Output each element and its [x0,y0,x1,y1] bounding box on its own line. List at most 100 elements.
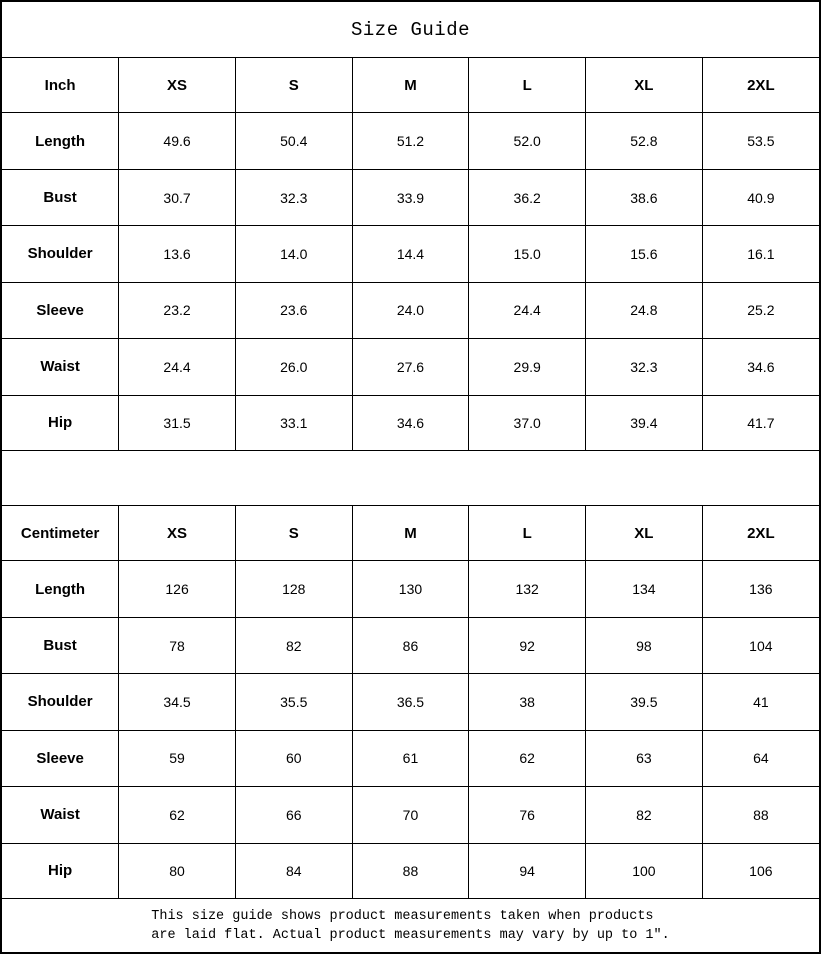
measurement-cell: 30.7 [118,168,236,227]
measurement-cell: 126 [118,560,236,618]
measurement-cell: 24.0 [351,281,470,340]
size-header-row: Inch XS S M L XL 2XL [2,57,819,114]
measurement-cell: 100 [585,842,703,899]
measurement-cell: 84 [234,842,353,899]
measurement-cell: 136 [701,560,819,618]
measurement-row: Waist 24.4 26.0 27.6 29.9 32.3 34.6 [2,338,819,396]
measurement-cell: 39.5 [585,673,703,731]
measurement-row: Hip 31.5 33.1 34.6 37.0 39.4 41.7 [2,394,819,451]
row-label-cell: Shoulder [2,225,120,283]
measurement-cell: 32.3 [585,338,703,396]
measurement-cell: 37.0 [468,394,587,451]
measurement-cell: 33.1 [234,394,353,451]
row-label-cell: Bust [2,616,120,675]
measurement-cell: 134 [585,560,703,618]
measurement-cell: 62 [468,729,587,788]
size-table-inch: Inch XS S M L XL 2XL Length 49.6 50.4 51.2 52.0 52.8… [2,57,819,451]
row-label-cell: Waist [2,786,120,844]
row-label-cell: Shoulder [2,673,120,731]
size-header-row: Centimeter XS S M L XL 2XL [2,505,819,562]
measurement-cell: 78 [118,616,236,675]
size-header-cell: S [234,505,353,562]
measurement-cell: 41.7 [701,394,819,451]
measurement-cell: 38.6 [585,168,703,227]
measurement-cell: 35.5 [234,673,353,731]
measurement-cell: 51.2 [351,112,470,170]
measurement-cell: 24.8 [585,281,703,340]
measurement-cell: 82 [234,616,353,675]
measurement-cell: 31.5 [118,394,236,451]
measurement-cell: 98 [585,616,703,675]
measurement-cell: 38 [468,673,587,731]
size-header-cell: 2XL [701,57,819,114]
measurement-row: Bust 30.7 32.3 33.9 36.2 38.6 40.9 [2,168,819,227]
measurement-cell: 50.4 [234,112,353,170]
measurement-cell: 92 [468,616,587,675]
measurement-cell: 14.4 [351,225,470,283]
measurement-row: Length 49.6 50.4 51.2 52.0 52.8 53.5 [2,112,819,170]
footnote-line-1: This size guide shows product measuremen… [151,908,654,924]
measurement-cell: 15.6 [585,225,703,283]
measurement-cell: 130 [351,560,470,618]
row-label-cell: Sleeve [2,729,120,788]
measurement-cell: 15.0 [468,225,587,283]
measurement-cell: 26.0 [234,338,353,396]
measurement-cell: 14.0 [234,225,353,283]
measurement-cell: 40.9 [701,168,819,227]
measurement-cell: 132 [468,560,587,618]
measurement-cell: 29.9 [468,338,587,396]
measurement-cell: 23.2 [118,281,236,340]
measurement-cell: 36.2 [468,168,587,227]
measurement-cell: 52.0 [468,112,587,170]
measurement-cell: 53.5 [701,112,819,170]
size-header-cell: S [234,57,353,114]
measurement-row: Bust 78 82 86 92 98 104 [2,616,819,675]
measurement-cell: 52.8 [585,112,703,170]
footnote-line-2: are laid flat. Actual product measuremen… [151,927,670,943]
row-label-cell: Bust [2,168,120,227]
measurement-cell: 104 [701,616,819,675]
measurement-cell: 34.5 [118,673,236,731]
row-label-cell: Sleeve [2,281,120,340]
measurement-row: Waist 62 66 70 76 82 88 [2,786,819,844]
measurement-cell: 24.4 [118,338,236,396]
size-header-cell: 2XL [701,505,819,562]
size-header-cell: XS [118,505,236,562]
measurement-cell: 128 [234,560,353,618]
row-label-cell: Hip [2,394,120,451]
measurement-cell: 23.6 [234,281,353,340]
measurement-cell: 39.4 [585,394,703,451]
measurement-cell: 49.6 [118,112,236,170]
measurement-row: Sleeve 23.2 23.6 24.0 24.4 24.8 25.2 [2,281,819,340]
measurement-cell: 41 [701,673,819,731]
measurement-cell: 36.5 [351,673,470,731]
size-header-cell: M [351,57,470,114]
size-header-cell: L [468,57,587,114]
measurement-row: Sleeve 59 60 61 62 63 64 [2,729,819,788]
measurement-cell: 33.9 [351,168,470,227]
measurement-cell: 34.6 [701,338,819,396]
row-label-cell: Waist [2,338,120,396]
measurement-cell: 76 [468,786,587,844]
measurement-cell: 86 [351,616,470,675]
measurement-row: Hip 80 84 88 94 100 106 [2,842,819,899]
measurement-cell: 27.6 [351,338,470,396]
unit-header-cell: Inch [2,57,120,114]
footnote: This size guide shows product measuremen… [2,898,819,952]
size-header-cell: XL [585,505,703,562]
measurement-row: Shoulder 13.6 14.0 14.4 15.0 15.6 16.1 [2,225,819,283]
size-header-cell: XL [585,57,703,114]
row-label-cell: Length [2,112,120,170]
table-spacer [2,450,819,506]
size-header-cell: L [468,505,587,562]
measurement-cell: 60 [234,729,353,788]
measurement-cell: 94 [468,842,587,899]
row-label-cell: Hip [2,842,120,899]
measurement-cell: 70 [351,786,470,844]
page-title: Size Guide [2,2,819,58]
measurement-cell: 25.2 [701,281,819,340]
measurement-cell: 66 [234,786,353,844]
measurement-cell: 88 [351,842,470,899]
unit-header-cell: Centimeter [2,505,120,562]
measurement-cell: 80 [118,842,236,899]
